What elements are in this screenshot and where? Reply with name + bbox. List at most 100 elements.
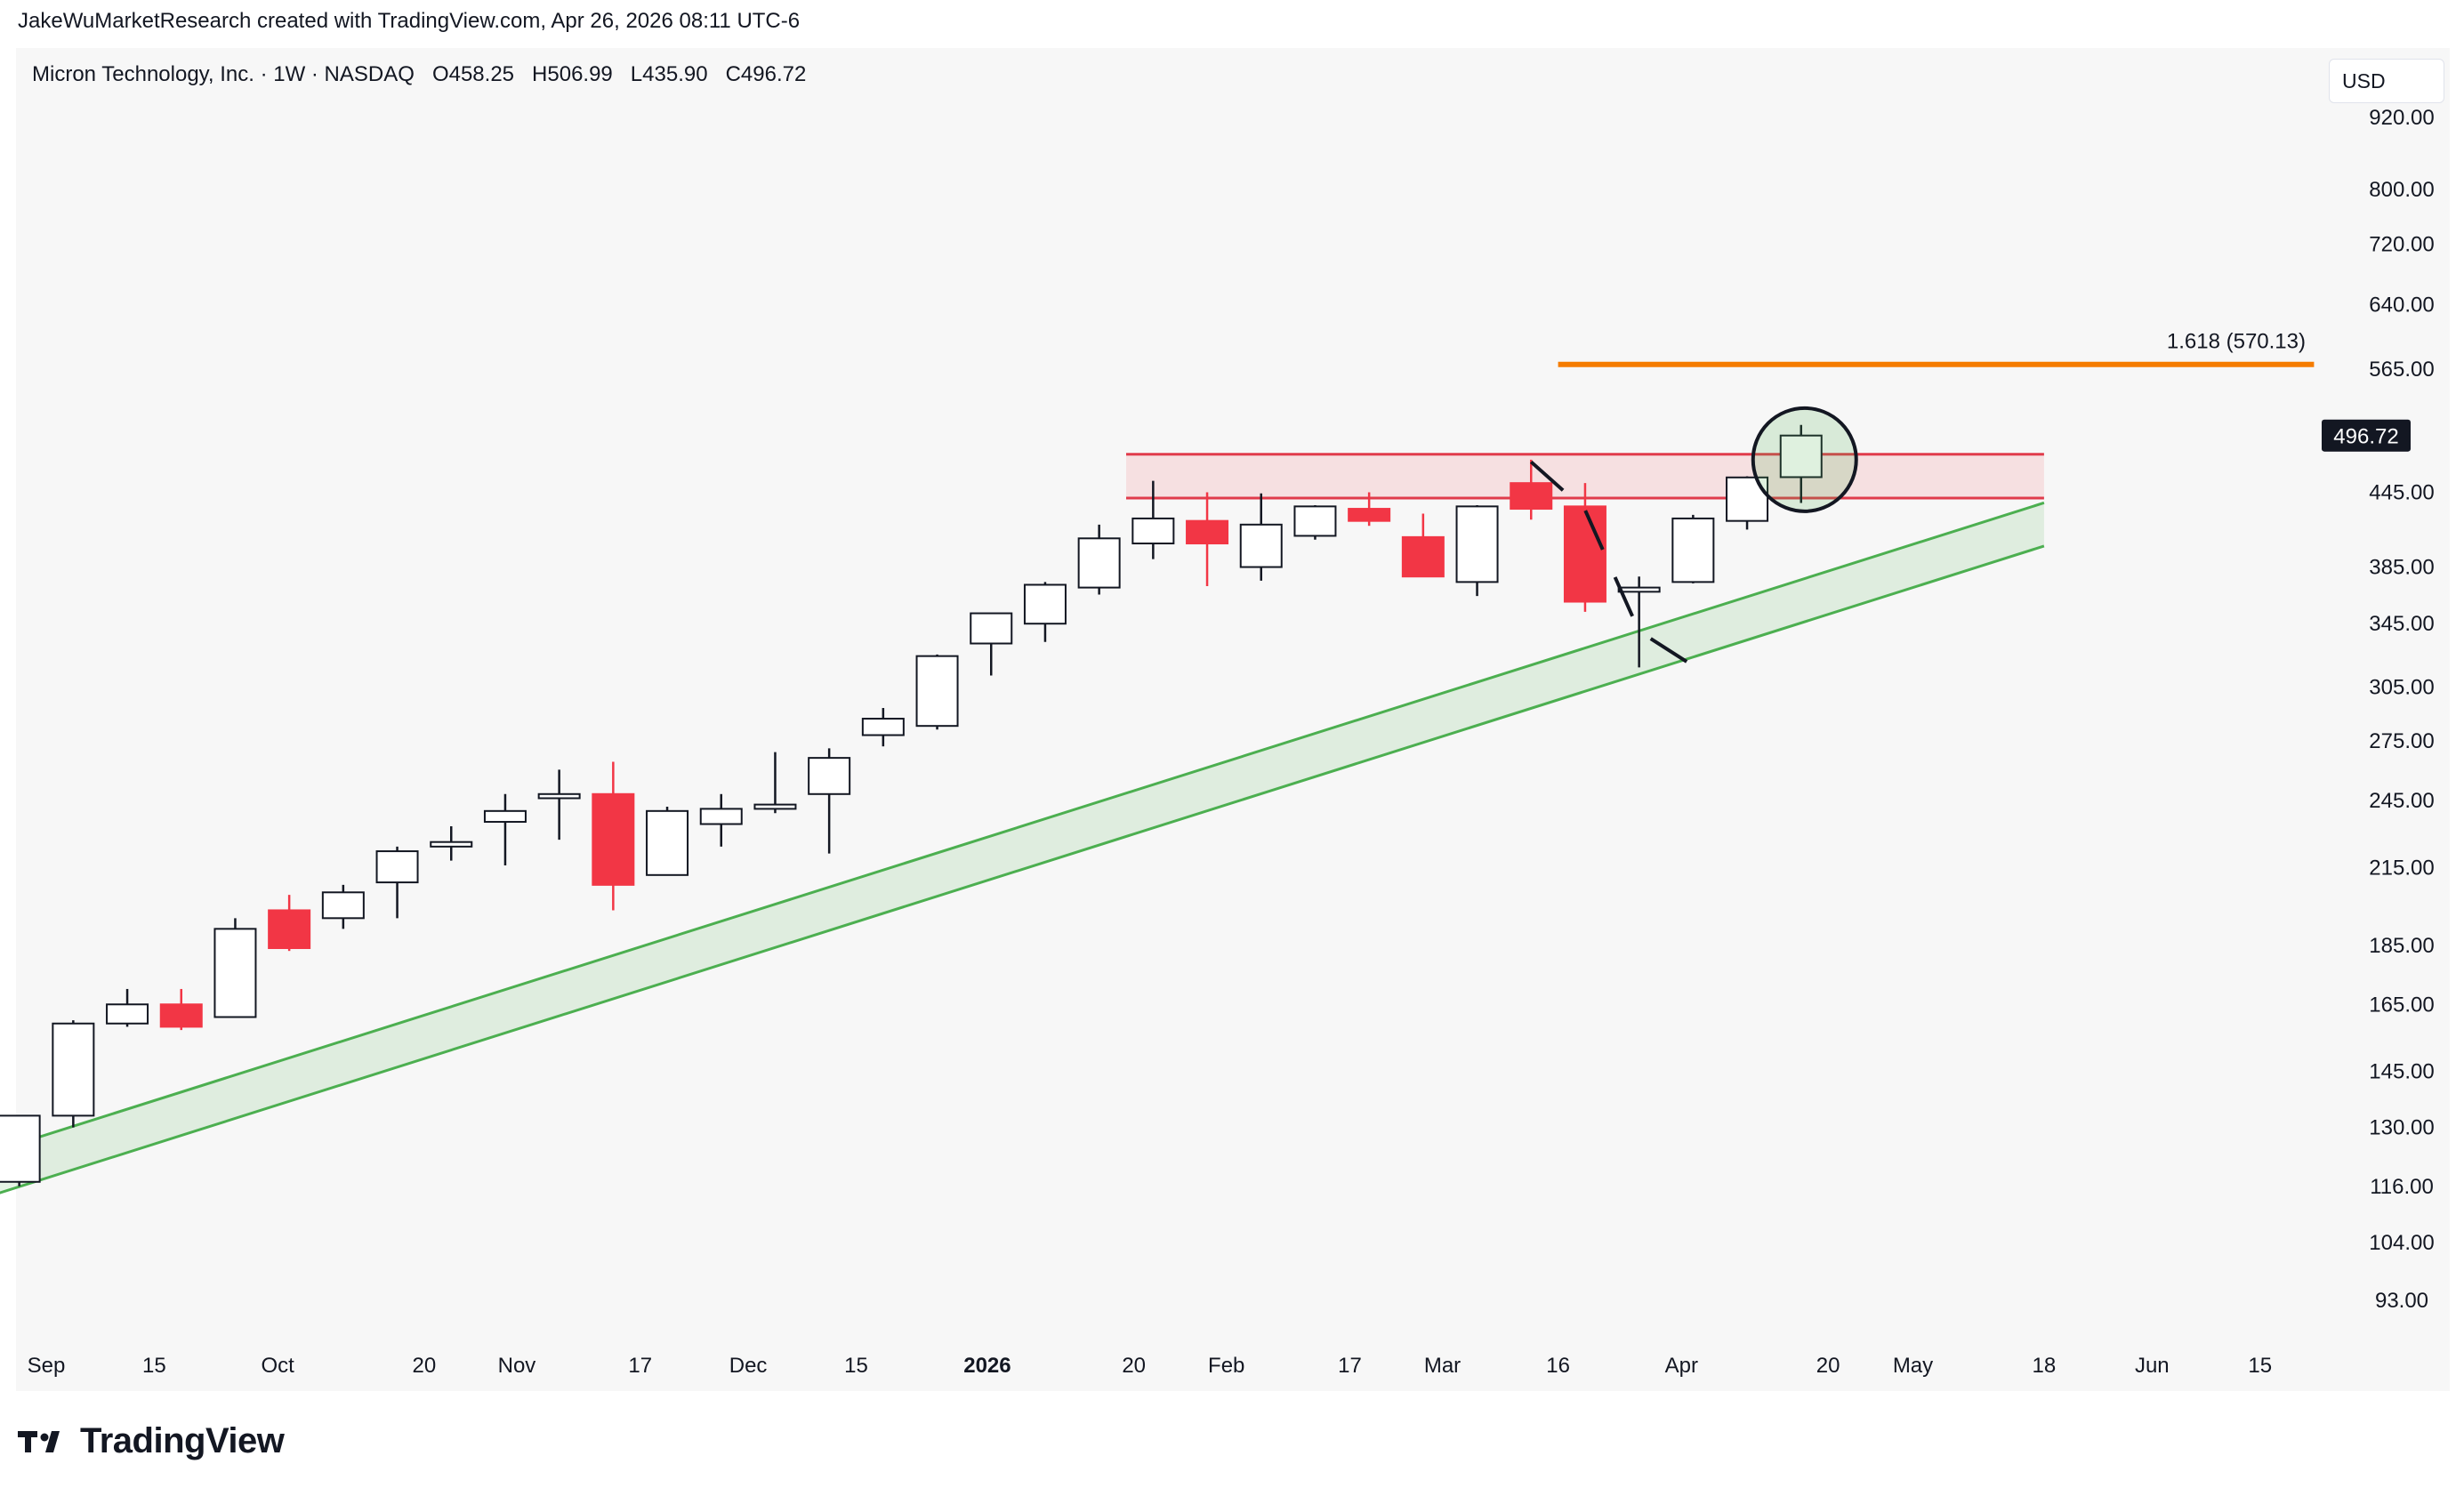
candle	[1186, 492, 1229, 587]
price-tick-label: 165.00	[2369, 993, 2434, 1017]
time-tick-label: Mar	[1424, 1354, 1461, 1378]
high-label: H	[532, 62, 548, 86]
candle-body	[430, 840, 473, 848]
candle-body	[1131, 517, 1175, 545]
symbol-legend: Micron Technology, Inc. · 1W · NASDAQ O4…	[32, 62, 806, 87]
time-tick-label: 20	[1816, 1354, 1840, 1378]
candle-body	[1510, 482, 1553, 511]
time-tick-label: Sep	[28, 1354, 66, 1378]
low-label: L	[630, 62, 643, 86]
close-value: 496.72	[740, 62, 807, 86]
candle	[808, 748, 851, 854]
time-tick-label: Apr	[1665, 1354, 1698, 1378]
time-tick-label: Jun	[2135, 1354, 2170, 1378]
price-tick-label: 345.00	[2369, 612, 2434, 636]
candle	[1617, 576, 1661, 668]
chart-credit: JakeWuMarketResearch created with Tradin…	[18, 9, 801, 33]
candle	[1401, 513, 1445, 578]
candle-body	[52, 1022, 95, 1117]
symbol-name: Micron Technology, Inc. · 1W · NASDAQ	[32, 62, 415, 86]
candle-body	[1401, 535, 1445, 578]
candle	[213, 918, 257, 1018]
time-axis: Sep 15 Oct 20 Nov 17 Dec 15 2026 20 Feb 17 Mar 16 Apr 2…	[28, 1354, 2272, 1378]
candle	[52, 1020, 95, 1128]
tradingview-wordmark: TradingView	[80, 1421, 285, 1460]
tradingview-logo[interactable]: TradingView	[18, 1421, 285, 1461]
time-tick-label: 17	[1338, 1354, 1362, 1378]
candle-body	[1077, 537, 1121, 589]
close-label: C	[725, 62, 741, 86]
candle	[1348, 492, 1391, 527]
candle-body	[1186, 519, 1229, 545]
candle-body	[321, 891, 365, 920]
price-tick-label: 93.00	[2375, 1289, 2428, 1313]
time-tick-label: 17	[628, 1354, 652, 1378]
candle	[1563, 483, 1606, 612]
candle-body	[915, 655, 959, 728]
candle-body	[483, 809, 527, 824]
candle	[592, 761, 635, 911]
candle	[970, 612, 1013, 676]
price-tick-label: 305.00	[2369, 676, 2434, 700]
candle	[268, 895, 311, 952]
price-tick-label: 145.00	[2369, 1059, 2434, 1083]
candles-layer	[0, 424, 1823, 1186]
candle	[375, 846, 419, 919]
candle-body	[375, 850, 419, 884]
price-tick-label: 565.00	[2369, 358, 2434, 382]
price-axis: 920.00 800.00 720.00 640.00 565.00 445.00 385.…	[2322, 106, 2435, 1313]
candle-body	[861, 718, 905, 736]
candle	[1239, 493, 1283, 581]
currency-button[interactable]: USD	[2329, 59, 2444, 103]
price-tick-label: 445.00	[2369, 480, 2434, 504]
time-tick-label: Oct	[261, 1354, 294, 1378]
price-tick-label: 640.00	[2369, 294, 2434, 318]
candle-body	[1779, 434, 1823, 479]
candle	[0, 1114, 41, 1186]
time-tick-label: 20	[1122, 1354, 1146, 1378]
candle	[483, 793, 527, 865]
time-tick-label: 15	[2248, 1354, 2272, 1378]
candle	[753, 752, 797, 814]
time-tick-label: Nov	[498, 1354, 536, 1378]
candle-body	[159, 1003, 203, 1028]
candle	[1023, 582, 1067, 642]
time-tick-label: 20	[413, 1354, 437, 1378]
price-tick-label: 185.00	[2369, 934, 2434, 958]
time-tick-label: 2026	[963, 1354, 1011, 1378]
candle-body	[1293, 505, 1337, 537]
time-tick-label: May	[1893, 1354, 1933, 1378]
candle	[915, 654, 959, 730]
price-tick-label: 130.00	[2369, 1116, 2434, 1140]
candle-body	[646, 809, 689, 876]
fib-level-label: 1.618 (570.13)	[2167, 330, 2306, 354]
candle-body	[1671, 517, 1715, 583]
projected-path	[1529, 460, 1695, 668]
candle-body	[753, 803, 797, 810]
candle-body	[268, 909, 311, 950]
candle	[1077, 524, 1121, 595]
time-tick-label: 18	[2033, 1354, 2057, 1378]
candle	[159, 988, 203, 1031]
time-tick-label: Dec	[729, 1354, 768, 1378]
candle	[430, 825, 473, 861]
candle	[106, 988, 149, 1027]
candle	[537, 769, 581, 840]
price-tick-label: 245.00	[2369, 789, 2434, 813]
candle-body	[970, 612, 1013, 645]
open-value: 458.25	[448, 62, 515, 86]
candle-body	[0, 1114, 41, 1183]
price-tick-label: 920.00	[2369, 106, 2434, 130]
candle-body	[1239, 523, 1283, 568]
candle-body	[592, 792, 635, 886]
high-value: 506.99	[547, 62, 613, 86]
candle	[321, 884, 365, 929]
support-channel-lower-line	[0, 544, 2045, 1194]
candle-body	[808, 757, 851, 795]
candle	[1779, 424, 1823, 503]
price-tick-label: 720.00	[2369, 232, 2434, 256]
candle-body	[106, 1003, 149, 1025]
candle	[1510, 459, 1553, 520]
highlight-circle	[1751, 406, 1858, 513]
